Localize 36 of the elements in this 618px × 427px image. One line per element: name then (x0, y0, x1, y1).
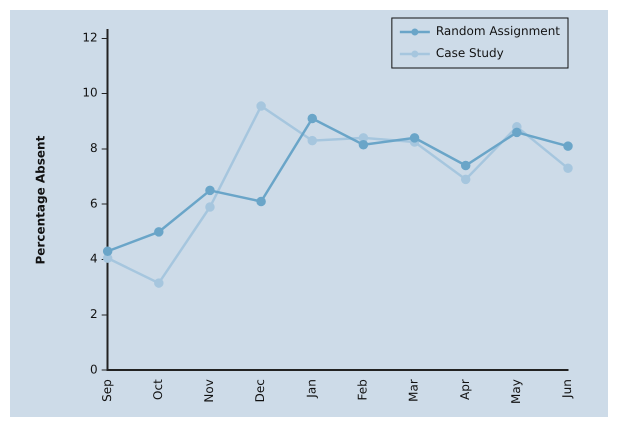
x-tick-label: May (508, 379, 523, 404)
y-tick-label: 8 (90, 141, 98, 156)
point (308, 114, 318, 124)
point (512, 128, 522, 138)
x-tick-label: Nov (202, 379, 216, 403)
x-tick-label: Feb (356, 379, 370, 400)
x-tick-label: Dec (253, 379, 268, 402)
point (102, 246, 112, 256)
point (256, 101, 266, 111)
y-tick-label: 6 (90, 196, 98, 210)
y-tick-label: 12 (82, 30, 98, 44)
point (563, 164, 573, 174)
point (154, 278, 164, 288)
x-tick-label: Jan (304, 379, 318, 399)
legend-label: Random Assignment (436, 24, 560, 38)
y-tick-label: 0 (90, 362, 98, 376)
point (205, 202, 215, 212)
point (563, 141, 573, 151)
y-tick-label: 2 (90, 307, 98, 321)
legend-label: Case Study (436, 46, 504, 60)
point (256, 196, 266, 206)
x-tick-label: Jun (560, 379, 574, 399)
point (460, 174, 470, 184)
x-tick-label: Oct (150, 378, 165, 400)
y-axis-title: Percentage Absent (33, 135, 48, 265)
point (308, 136, 318, 146)
point (410, 133, 420, 143)
point (205, 186, 215, 196)
point (358, 140, 368, 150)
x-tick-label: Mar (406, 379, 421, 402)
y-tick-label: 10 (82, 86, 98, 100)
point (460, 160, 470, 170)
point (154, 227, 164, 237)
y-tick-label: 4 (90, 252, 98, 266)
x-tick-label: Apr (458, 379, 472, 400)
x-tick-label: Sep (100, 379, 114, 402)
